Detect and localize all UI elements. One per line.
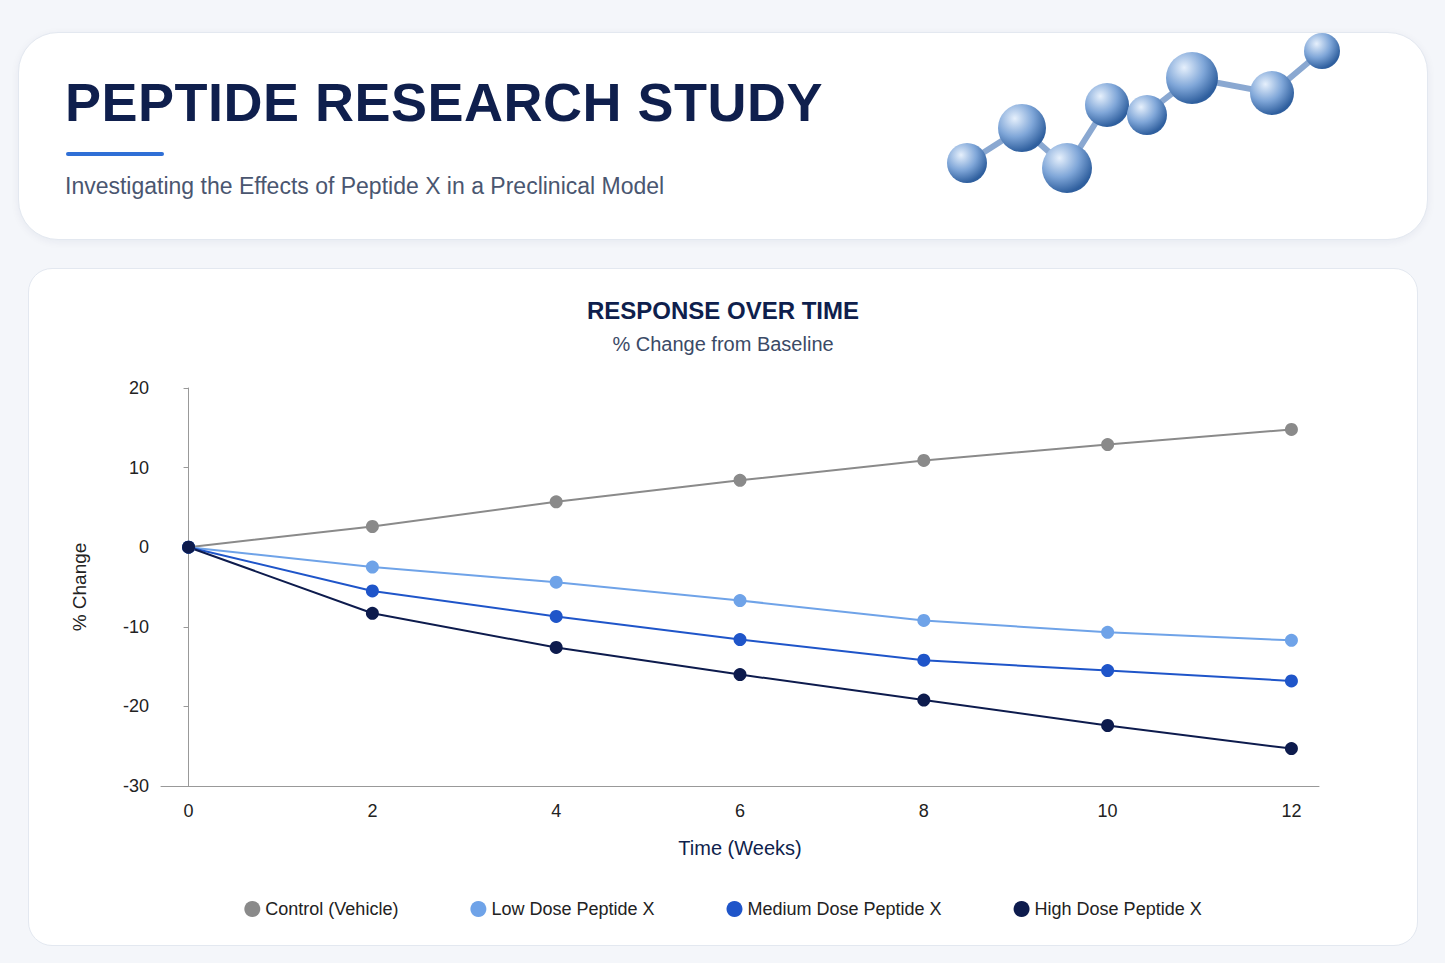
svg-text:High Dose Peptide X: High Dose Peptide X bbox=[1035, 899, 1202, 919]
svg-text:Medium Dose Peptide X: Medium Dose Peptide X bbox=[747, 899, 941, 919]
svg-text:Time (Weeks): Time (Weeks) bbox=[678, 837, 801, 859]
svg-text:-20: -20 bbox=[123, 696, 149, 716]
svg-text:8: 8 bbox=[919, 801, 929, 821]
svg-text:10: 10 bbox=[129, 458, 149, 478]
svg-text:6: 6 bbox=[735, 801, 745, 821]
svg-text:0: 0 bbox=[139, 537, 149, 557]
svg-text:20: 20 bbox=[129, 378, 149, 398]
svg-text:0: 0 bbox=[184, 801, 194, 821]
html-text:PEPTIDE RESEARCH STUDY: PEPTIDE RESEARCH STUDY bbox=[65, 72, 824, 132]
svg-text:RESPONSE OVER TIME: RESPONSE OVER TIME bbox=[587, 297, 859, 324]
svg-text:4: 4 bbox=[551, 801, 561, 821]
svg-text:2: 2 bbox=[367, 801, 377, 821]
svg-text:% Change: % Change bbox=[69, 543, 90, 632]
svg-text:Control (Vehicle): Control (Vehicle) bbox=[265, 899, 398, 919]
svg-text:-30: -30 bbox=[123, 776, 149, 796]
svg-text:-10: -10 bbox=[123, 617, 149, 637]
svg-text:% Change from Baseline: % Change from Baseline bbox=[612, 333, 833, 355]
svg-text:12: 12 bbox=[1281, 801, 1301, 821]
svg-text:10: 10 bbox=[1098, 801, 1118, 821]
svg-text:Low Dose Peptide X: Low Dose Peptide X bbox=[491, 899, 654, 919]
html-text:Investigating the Effects of P: Investigating the Effects of Peptide X i… bbox=[65, 173, 665, 199]
